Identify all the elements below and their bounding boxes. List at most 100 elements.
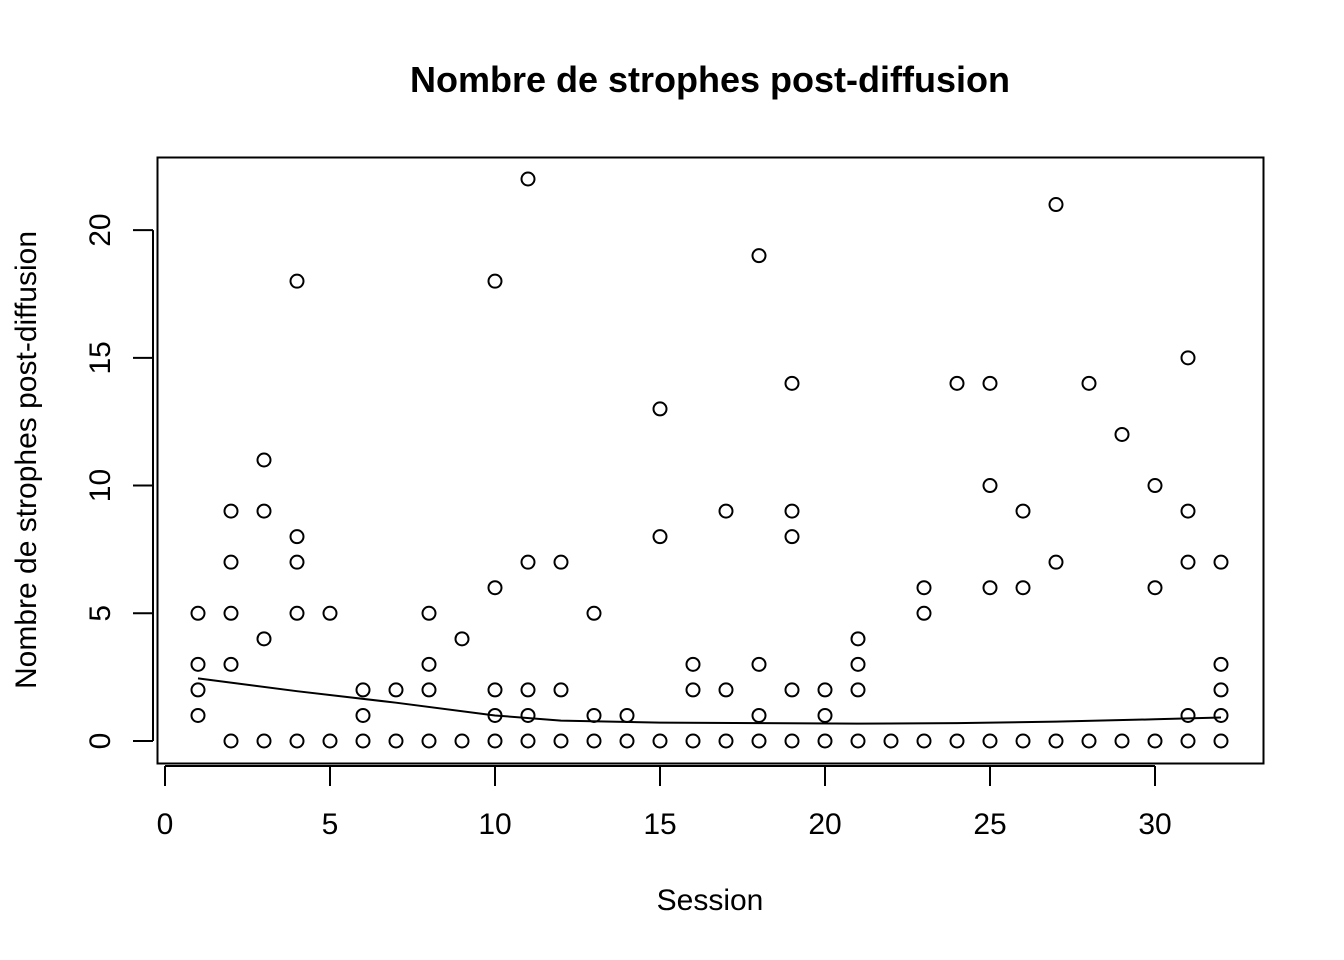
data-point	[355, 682, 371, 698]
data-point	[454, 631, 470, 647]
data-point	[1180, 707, 1196, 723]
data-point	[586, 605, 602, 621]
data-point	[652, 733, 668, 749]
data-point	[784, 733, 800, 749]
data-point	[1114, 426, 1130, 442]
data-point	[553, 554, 569, 570]
x-axis: 0 5 10 15 20 25 30	[157, 765, 1172, 841]
data-point	[850, 733, 866, 749]
data-point	[784, 503, 800, 519]
data-point	[553, 682, 569, 698]
data-point	[388, 682, 404, 698]
data-point	[421, 656, 437, 672]
data-point	[817, 733, 833, 749]
data-point	[1081, 375, 1097, 391]
data-point	[619, 733, 635, 749]
data-point	[850, 656, 866, 672]
data-point	[487, 707, 503, 723]
data-point	[817, 682, 833, 698]
data-point	[652, 529, 668, 545]
data-point	[322, 605, 338, 621]
data-point	[718, 682, 734, 698]
data-point	[190, 707, 206, 723]
data-point	[190, 682, 206, 698]
data-point	[256, 452, 272, 468]
data-point	[355, 707, 371, 723]
data-point	[1180, 554, 1196, 570]
plot-frame	[156, 156, 1265, 765]
data-point	[949, 375, 965, 391]
chart-title: Nombre de strophes post-diffusion	[410, 59, 1010, 100]
data-point	[784, 682, 800, 698]
data-point	[355, 733, 371, 749]
y-tick-label: 15	[84, 341, 117, 374]
data-point	[223, 605, 239, 621]
data-point	[1213, 682, 1229, 698]
data-point	[751, 733, 767, 749]
x-tick-label: 0	[157, 808, 174, 841]
data-point	[1015, 503, 1031, 519]
data-point	[256, 503, 272, 519]
y-tick-label: 5	[84, 605, 117, 622]
data-point	[949, 733, 965, 749]
data-point	[751, 707, 767, 723]
x-axis-label: Session	[657, 884, 764, 917]
x-tick-label: 10	[478, 808, 511, 841]
data-point	[289, 273, 305, 289]
trend-line	[197, 677, 1222, 725]
data-point	[487, 733, 503, 749]
trend-line-group	[197, 677, 1222, 725]
points-group	[190, 171, 1229, 749]
data-point	[223, 733, 239, 749]
data-point	[1213, 733, 1229, 749]
data-point	[1147, 478, 1163, 494]
data-point	[289, 605, 305, 621]
data-point	[421, 733, 437, 749]
x-tick-label: 30	[1138, 808, 1171, 841]
data-point	[190, 656, 206, 672]
data-point	[1048, 554, 1064, 570]
data-point	[1180, 350, 1196, 366]
data-point	[982, 733, 998, 749]
data-point	[520, 171, 536, 187]
data-point	[1213, 554, 1229, 570]
data-point	[520, 682, 536, 698]
y-axis: 0 5 10 15 20	[84, 213, 154, 750]
data-point	[1180, 733, 1196, 749]
x-tick-label: 25	[973, 808, 1006, 841]
data-point	[1114, 733, 1130, 749]
data-point	[916, 580, 932, 596]
x-tick-label: 5	[322, 808, 339, 841]
data-point	[718, 733, 734, 749]
data-point	[586, 707, 602, 723]
data-point	[190, 605, 206, 621]
data-point	[1048, 733, 1064, 749]
data-point	[223, 503, 239, 519]
data-point	[685, 682, 701, 698]
data-point	[1015, 580, 1031, 596]
data-point	[520, 707, 536, 723]
data-point	[421, 605, 437, 621]
data-point	[718, 503, 734, 519]
y-axis-label: Nombre de strophes post-diffusion	[10, 231, 43, 689]
data-point	[784, 529, 800, 545]
data-point	[1213, 656, 1229, 672]
data-point	[487, 273, 503, 289]
data-point	[487, 580, 503, 596]
data-point	[1081, 733, 1097, 749]
data-point	[289, 554, 305, 570]
data-point	[685, 656, 701, 672]
data-point	[751, 248, 767, 264]
data-point	[256, 733, 272, 749]
data-point	[883, 733, 899, 749]
data-point	[388, 733, 404, 749]
data-point	[223, 554, 239, 570]
data-point	[751, 656, 767, 672]
data-point	[850, 631, 866, 647]
data-point	[916, 733, 932, 749]
data-point	[817, 707, 833, 723]
data-point	[322, 733, 338, 749]
data-point	[1180, 503, 1196, 519]
y-tick-label: 0	[84, 733, 117, 750]
